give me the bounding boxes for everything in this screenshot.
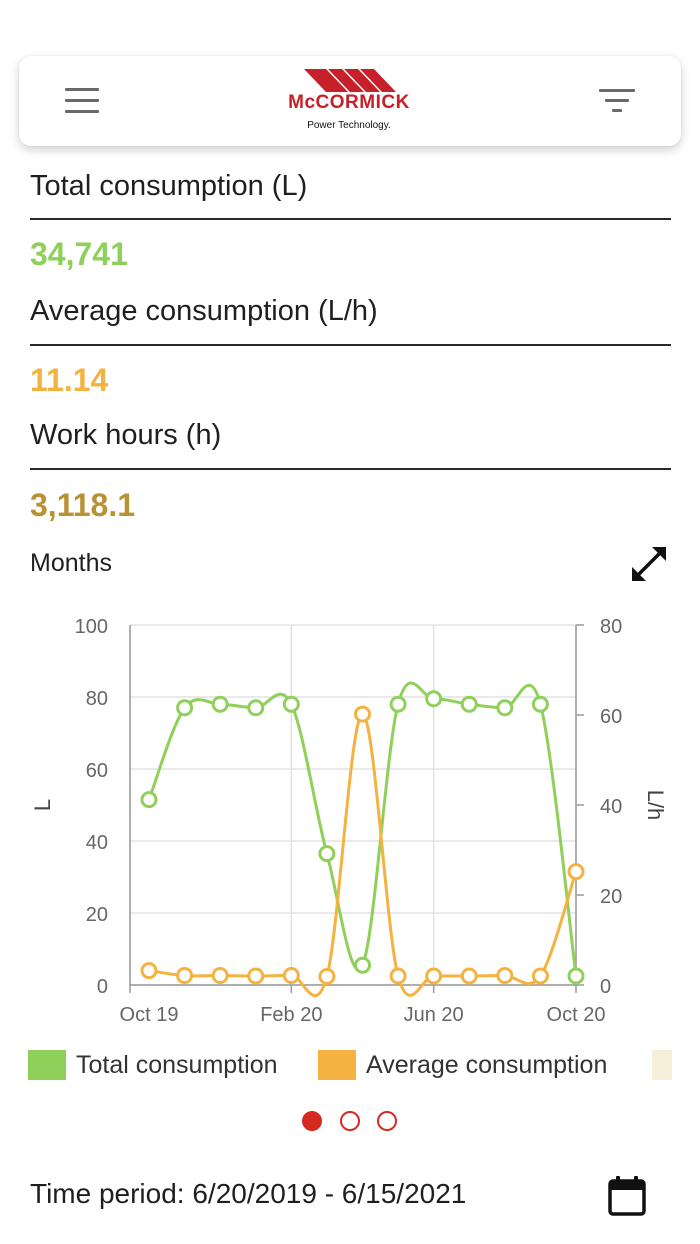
logo-stripes (304, 69, 396, 92)
hamburger-menu-icon[interactable] (65, 88, 99, 114)
data-point (496, 699, 514, 717)
y-right-tick-label: 40 (600, 796, 622, 818)
legend-swatch (652, 1050, 672, 1080)
data-point (318, 845, 336, 863)
data-point (389, 967, 407, 985)
average-consumption-value: 11.14 (30, 362, 109, 398)
data-point (354, 705, 371, 723)
consumption-chart: 0 20 40 60 80 100 0 20 40 60 80 Oct 19 Feb 20 Jun 20 O… (30, 616, 668, 1026)
y-left-tick-label: 40 (86, 832, 108, 854)
y-left-tick-label: 60 (86, 760, 108, 782)
data-point (282, 967, 300, 985)
data-point (425, 967, 443, 985)
page-dot[interactable] (377, 1111, 397, 1131)
legend-item-total[interactable]: Total consumption (28, 1048, 278, 1082)
data-point (496, 967, 514, 985)
total-consumption-value: 34,741 (30, 236, 128, 272)
calendar-icon[interactable] (607, 1175, 647, 1217)
data-point (531, 967, 549, 985)
x-tick-label: Oct 19 (120, 1004, 179, 1026)
data-point (460, 967, 478, 985)
legend-label: Average consumption (366, 1050, 608, 1079)
data-point (282, 695, 300, 713)
y-left-axis-label: L (30, 799, 55, 811)
data-point (247, 699, 265, 717)
y-left-tick-label: 100 (75, 616, 108, 638)
data-point (567, 863, 585, 881)
data-point (531, 695, 549, 713)
divider (30, 468, 671, 470)
data-point (211, 695, 229, 713)
data-point (318, 967, 336, 985)
logo-brand-text: McCORMICK (288, 92, 410, 113)
data-point (176, 967, 194, 985)
legend-swatch (28, 1050, 66, 1080)
work-hours-label: Work hours (h) (30, 419, 222, 451)
legend-item-partial[interactable] (652, 1048, 672, 1082)
y-left-tick-label: 80 (86, 688, 108, 710)
x-tick-label: Oct 20 (547, 1004, 606, 1026)
y-right-tick-label: 80 (600, 616, 622, 638)
time-period-text: Time period: 6/20/2019 - 6/15/2021 (30, 1178, 467, 1209)
work-hours-value: 3,118.1 (30, 487, 135, 523)
app-header: McCORMICK Power Technology. (19, 56, 681, 146)
legend-item-average[interactable]: Average consumption (318, 1048, 607, 1082)
data-point (425, 690, 443, 708)
mccormick-logo: McCORMICK Power Technology. (264, 66, 434, 136)
legend-label: Total consumption (76, 1050, 278, 1079)
chart-period-title: Months (30, 549, 112, 577)
y-left-tick-label: 20 (86, 904, 108, 926)
chart-pagination (300, 1111, 400, 1135)
data-point (140, 962, 158, 980)
y-right-tick-label: 60 (600, 706, 622, 728)
data-point (567, 967, 585, 985)
y-left-tick-label: 0 (97, 976, 108, 998)
data-point (140, 791, 158, 809)
series-line-total (147, 681, 578, 977)
y-right-axis-label: L/h (643, 790, 668, 821)
data-point (211, 967, 229, 985)
data-point (176, 699, 194, 717)
expand-diagonal-icon[interactable] (630, 545, 668, 583)
divider (30, 218, 671, 220)
total-consumption-label: Total consumption (L) (30, 170, 308, 202)
legend-swatch (318, 1050, 356, 1080)
average-consumption-label: Average consumption (L/h) (30, 295, 378, 327)
y-right-tick-label: 0 (600, 976, 611, 998)
data-point (247, 967, 265, 985)
y-right-tick-label: 20 (600, 886, 622, 908)
page-dot-active[interactable] (302, 1111, 322, 1131)
series-line-average (148, 712, 578, 997)
x-tick-label: Jun 20 (404, 1004, 464, 1026)
filter-icon[interactable] (599, 89, 635, 113)
page-dot[interactable] (340, 1111, 360, 1131)
x-tick-label: Feb 20 (260, 1004, 322, 1026)
data-point (389, 695, 407, 713)
divider (30, 344, 671, 346)
data-point (460, 695, 478, 713)
logo-tagline: Power Technology. (307, 120, 391, 131)
data-point (354, 956, 371, 974)
